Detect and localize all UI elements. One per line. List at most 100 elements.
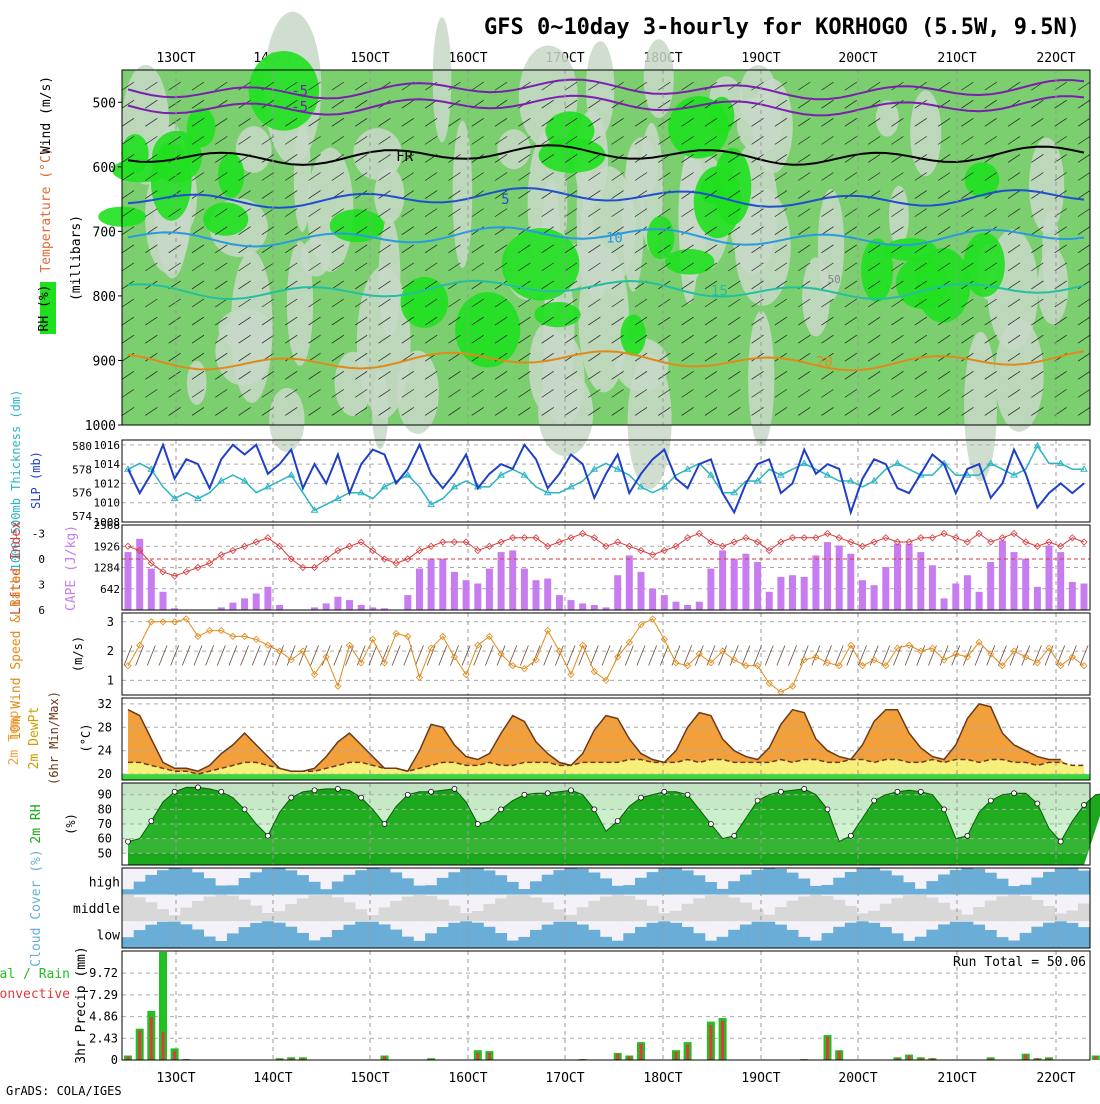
lifted-marker-55 <box>765 546 773 555</box>
rh2m-marker-0 <box>125 838 131 845</box>
wind-barb-12-699 <box>261 226 275 236</box>
wind-barb-8-475 <box>215 81 228 91</box>
wind-barb-6-755 <box>191 262 205 272</box>
cape-bar-45 <box>649 588 657 610</box>
wind-barb-82-811 <box>1077 298 1091 308</box>
temp-contour-0-1 <box>127 94 1085 117</box>
cloud-bar-0-14 <box>285 870 298 895</box>
cape-bar-77 <box>1022 558 1030 610</box>
cloud-bar-2-64 <box>868 922 881 948</box>
wind-barb-50-811 <box>704 298 718 308</box>
cloud-bar-2-47 <box>670 922 682 948</box>
temp-base-band <box>122 774 1090 780</box>
wind-barb-6-923 <box>191 371 205 380</box>
cloud-bar-2-82 <box>1078 927 1090 948</box>
wind-barb-16-811 <box>308 298 321 308</box>
lifted-marker-1 <box>136 546 144 555</box>
cloud-bar-1-82 <box>1078 903 1090 922</box>
cloud-bar-2-13 <box>273 922 286 948</box>
wind-barb-80-559 <box>1054 136 1067 145</box>
wind-barb-56-587 <box>774 154 788 163</box>
wind-barb-30-867 <box>471 334 484 344</box>
wind-barb-22-923 <box>378 371 391 380</box>
wind-barb-4-475 <box>168 81 181 91</box>
rh-moist-patch-22 <box>186 107 216 148</box>
cloud-bar-1-41 <box>600 896 612 922</box>
wind-barb-36-559 <box>541 136 554 145</box>
wind-marker-16 <box>310 670 319 679</box>
wind-barb-54-559 <box>751 136 764 145</box>
wind-barb-4-615 <box>168 172 181 181</box>
wind-barb-40-811 <box>588 298 601 308</box>
wind-barb-52-727 <box>728 244 741 254</box>
wind-barb-44-951 <box>634 389 648 398</box>
wind-barb-44-615 <box>634 172 648 181</box>
wind-barb-78-727 <box>1031 244 1044 254</box>
cape-bar-76 <box>1010 552 1018 610</box>
wind-marker-58 <box>800 656 808 664</box>
rh-dry-patch-62 <box>817 189 845 301</box>
cloud-bar-1-30 <box>471 911 484 922</box>
lifted-marker-68 <box>917 534 925 542</box>
lifted-marker-81 <box>1068 534 1076 542</box>
lifted-marker-69 <box>928 534 937 542</box>
wind-barb-32-979 <box>494 407 508 416</box>
wind-barb-78-503 <box>1031 99 1044 109</box>
lifted-marker-16 <box>310 563 319 572</box>
precip-conv-bar-61 <box>837 1051 841 1060</box>
wind-barb-42-811 <box>611 298 624 308</box>
temp-contour-1-0 <box>127 144 1085 166</box>
rh2m-units-label: (%) <box>64 813 78 835</box>
rh-band-2 <box>122 809 1090 824</box>
wind-marker-24 <box>404 632 412 640</box>
cape-bar-63 <box>859 580 866 610</box>
wind-barb-42-559 <box>611 136 624 145</box>
wind-barb-20-783 <box>354 280 368 290</box>
wind-marker-77 <box>1022 653 1030 661</box>
wind-barb-64-671 <box>867 208 881 217</box>
wind-marker-60 <box>823 659 832 667</box>
rh2m-marker-8 <box>218 788 225 795</box>
wind-barb-32-643 <box>494 190 508 199</box>
wind-barb-18-755 <box>331 262 345 272</box>
wind-barb-68-531 <box>914 117 927 127</box>
cloud-bar-1-3 <box>157 909 169 922</box>
wind-barb-24-559 <box>401 136 414 145</box>
cloud-bar-1-15 <box>296 898 309 922</box>
wind-barb-82-531 <box>1077 117 1091 127</box>
wind-barb-18-531 <box>331 117 345 127</box>
wind-barb-30-559 <box>471 136 484 145</box>
wind-barb-36-951 <box>541 389 554 398</box>
wind-barb-2-615 <box>145 172 158 181</box>
wind-marker-31 <box>485 632 493 640</box>
wind-barb-76-783 <box>1007 280 1021 290</box>
rh-dry-patch-8 <box>269 387 305 452</box>
wind-marker-47 <box>672 659 680 667</box>
cloud-bar-0-43 <box>623 885 636 895</box>
wind-barb-12-783 <box>261 280 275 290</box>
wind-barb-6-615 <box>191 172 205 181</box>
cloud-bar-2-72 <box>961 921 974 948</box>
wind-barb-10m-65 <box>881 645 891 666</box>
lifted-marker-9 <box>229 546 237 555</box>
wind-barb-66-615 <box>891 172 904 181</box>
cape-ytick-0: 642 <box>100 583 120 596</box>
lifted-marker-43 <box>625 542 633 550</box>
cape-bar-68 <box>917 552 925 610</box>
rh-moist-patch-26 <box>538 137 606 173</box>
wind-barb-26-699 <box>424 226 438 236</box>
wind-barb-68-951 <box>914 389 927 398</box>
wind-barb-52-811 <box>728 298 741 308</box>
cape-bar-47 <box>672 601 680 610</box>
wind-barb-52-559 <box>728 136 741 145</box>
wind-barb-20-867 <box>354 334 368 344</box>
thickness-marker-82 <box>1080 465 1088 472</box>
wind-barb-70-867 <box>937 334 951 344</box>
wind-barb-38-755 <box>564 262 578 272</box>
wind-barb-72-755 <box>961 262 974 272</box>
wind-barb-34-643 <box>518 190 531 199</box>
cloud-bar-1-21 <box>366 915 379 922</box>
cloud-bar-0-52 <box>728 881 741 895</box>
lifted-marker-48 <box>684 534 692 542</box>
cloud-bar-2-51 <box>716 936 729 948</box>
